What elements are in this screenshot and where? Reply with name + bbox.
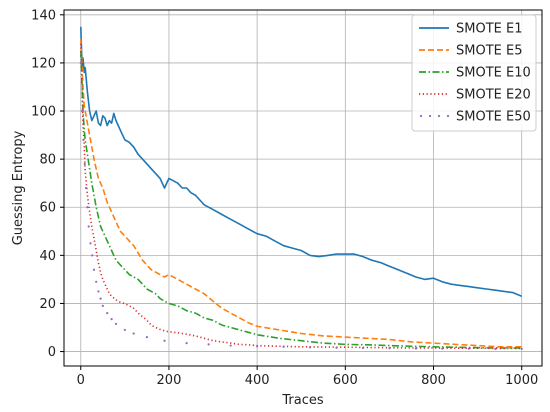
data-point — [308, 346, 312, 349]
data-point — [97, 290, 100, 293]
y-tick-label: 20 — [39, 297, 56, 312]
data-point — [114, 322, 118, 326]
series-line — [80, 43, 522, 350]
legend-swatch — [437, 114, 441, 118]
data-point — [256, 345, 259, 348]
data-point — [163, 339, 166, 342]
data-point — [80, 109, 84, 113]
y-tick-label: 80 — [39, 153, 56, 168]
x-tick-label: 1000 — [505, 373, 538, 388]
data-point — [185, 342, 188, 345]
series-smote-e1 — [80, 26, 523, 297]
series-smote-e20 — [80, 43, 522, 350]
data-point — [229, 344, 232, 347]
x-tick-label: 200 — [157, 373, 182, 388]
data-point — [132, 332, 135, 335]
data-point — [82, 138, 85, 141]
data-point — [106, 311, 109, 315]
data-point — [335, 346, 338, 349]
data-point — [494, 347, 497, 351]
x-tick-label: 800 — [421, 373, 446, 388]
data-point — [282, 345, 285, 348]
x-axis-label: Traces — [281, 393, 323, 408]
series-line — [80, 26, 523, 297]
series-line — [80, 38, 522, 348]
legend-label: SMOTE E5 — [456, 44, 522, 59]
legend-label: SMOTE E20 — [456, 88, 531, 103]
legend-swatch — [446, 114, 450, 118]
data-point — [83, 162, 86, 166]
data-point — [86, 206, 89, 209]
y-tick-label: 40 — [39, 249, 56, 264]
ticks: 0 200 400 600 800 1000 0 20 40 60 80 100 120 140 — [31, 8, 538, 388]
data-point — [388, 347, 391, 350]
data-point — [99, 297, 102, 300]
y-axis-label: Guessing Entropy — [11, 130, 26, 245]
data-point — [89, 242, 92, 245]
legend-box — [411, 14, 537, 132]
series-layer — [79, 26, 523, 351]
series-smote-e50 — [79, 61, 523, 351]
x-tick-label: 400 — [245, 373, 270, 388]
data-point — [95, 280, 98, 283]
y-tick-label: 120 — [31, 56, 56, 71]
y-tick-label: 100 — [31, 105, 56, 120]
data-point — [467, 347, 470, 350]
data-point — [361, 346, 365, 350]
legend-label: SMOTE E10 — [456, 66, 531, 81]
data-point — [91, 254, 94, 257]
data-point — [101, 304, 104, 307]
series-smote-e10 — [80, 50, 522, 349]
legend-label: SMOTE E1 — [456, 22, 522, 37]
series-line — [80, 50, 522, 349]
data-point — [520, 347, 523, 351]
data-point — [84, 186, 88, 190]
y-tick-label: 140 — [31, 8, 56, 23]
y-tick-label: 0 — [48, 345, 56, 360]
series-smote-e5 — [80, 38, 522, 348]
data-point — [123, 328, 126, 332]
data-point — [79, 61, 82, 65]
data-point — [414, 347, 417, 350]
legend-swatch — [419, 114, 423, 118]
legend-label: SMOTE E50 — [456, 110, 531, 125]
legend-swatch — [428, 114, 432, 118]
data-point — [207, 343, 210, 346]
data-point — [87, 225, 90, 228]
y-tick-label: 60 — [39, 201, 56, 216]
legend: SMOTE E1 SMOTE E5 SMOTE E10 SMOTE E20 SMOTE … — [411, 14, 537, 132]
data-point — [92, 268, 96, 271]
data-point — [145, 336, 149, 339]
x-tick-label: 600 — [333, 373, 358, 388]
data-point — [441, 347, 444, 350]
data-point — [110, 317, 113, 321]
plot-frame — [63, 9, 543, 367]
x-tick-label: 0 — [77, 373, 85, 388]
